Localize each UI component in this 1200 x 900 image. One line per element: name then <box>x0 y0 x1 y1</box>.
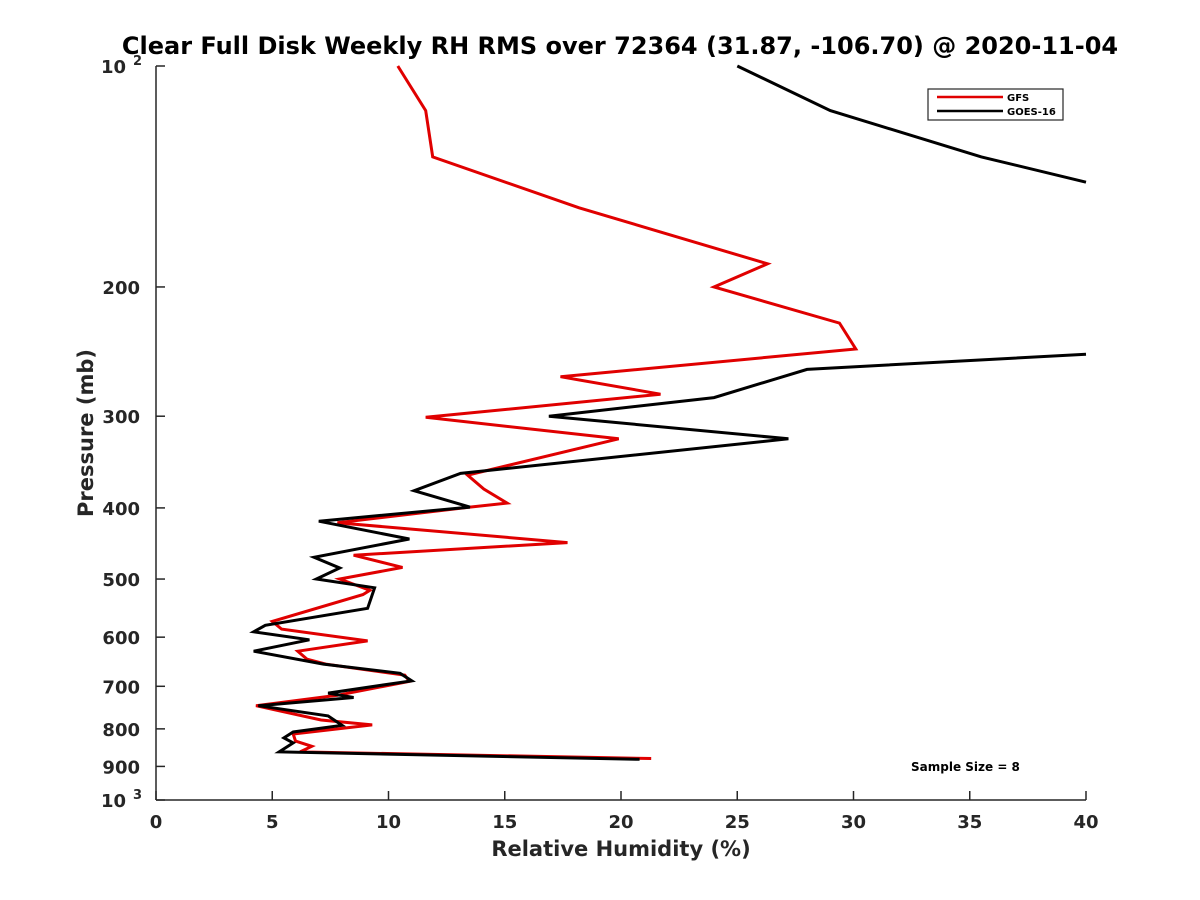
x-tick-label: 20 <box>608 812 633 833</box>
y-ticks: 10 2 200 300 400 500 600 700 800 900 10 3 <box>101 54 165 812</box>
y-tick-label: 300 <box>102 407 140 428</box>
x-tick-label: 40 <box>1073 812 1098 833</box>
x-tick-label: 15 <box>492 812 517 833</box>
series-line-gfs <box>255 65 859 760</box>
y-tick-label: 700 <box>102 677 140 698</box>
y-tick-label: 600 <box>102 628 140 649</box>
legend: GFS GOES-16 <box>927 88 1064 121</box>
y-tick-label: 900 <box>102 757 140 778</box>
x-tick-label: 35 <box>957 812 982 833</box>
plot-area: 0 5 10 15 20 25 30 35 40 10 2 200 300 400 500 600 700 80… <box>101 54 1099 833</box>
y-tick-label: 500 <box>102 570 140 591</box>
legend-label-gfs: GFS <box>1007 93 1029 104</box>
x-axis-label: Relative Humidity (%) <box>491 837 750 861</box>
y-axis-label: Pressure (mb) <box>74 349 98 517</box>
y-tick-label: 400 <box>102 499 140 520</box>
sample-size-annotation: Sample Size = 8 <box>911 760 1020 774</box>
y-tick-label: 10 <box>101 57 126 78</box>
y-tick-exponent: 3 <box>133 788 142 803</box>
y-tick-label: 200 <box>102 278 140 299</box>
x-tick-label: 5 <box>266 812 279 833</box>
chart-title: Clear Full Disk Weekly RH RMS over 72364… <box>122 32 1118 60</box>
y-tick-exponent: 2 <box>133 54 142 69</box>
x-tick-label: 10 <box>376 812 401 833</box>
x-ticks: 0 5 10 15 20 25 30 35 40 <box>150 791 1099 833</box>
y-tick-label: 800 <box>102 720 140 741</box>
x-tick-label: 25 <box>725 812 750 833</box>
x-tick-label: 0 <box>150 812 163 833</box>
legend-box <box>927 88 1064 121</box>
x-tick-label: 30 <box>841 812 866 833</box>
series-lines <box>249 64 1087 761</box>
series-line-goes16 <box>249 64 1087 761</box>
legend-label-goes16: GOES-16 <box>1007 107 1056 118</box>
y-tick-label: 10 <box>101 791 126 812</box>
